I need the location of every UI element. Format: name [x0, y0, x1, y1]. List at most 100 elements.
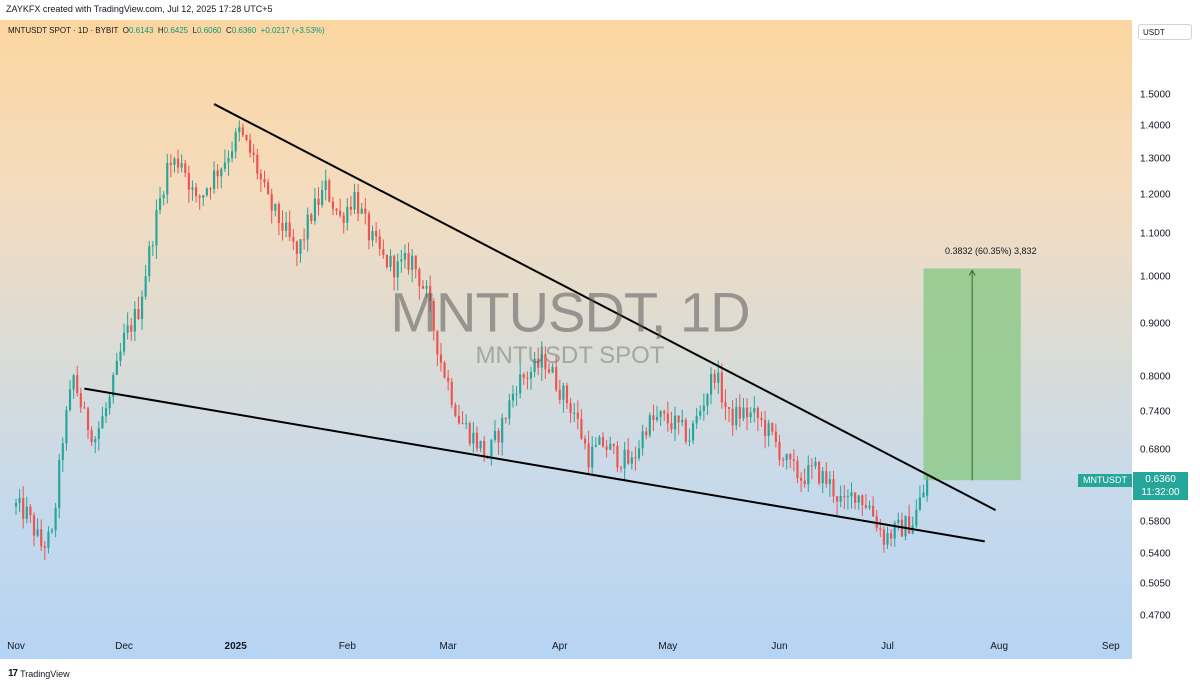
- tradingview-logo-text: TradingView: [20, 668, 70, 679]
- symbol-title[interactable]: MNTUSDT SPOT · 1D · BYBIT: [8, 26, 119, 35]
- ohlc-legend: MNTUSDT SPOT · 1D · BYBIT O0.6143 H0.642…: [8, 26, 325, 35]
- candle: [767, 419, 770, 447]
- candle: [854, 492, 857, 510]
- candle: [270, 188, 273, 224]
- candle: [706, 392, 709, 415]
- candle: [594, 437, 597, 448]
- candle: [792, 449, 795, 472]
- candle: [749, 407, 752, 424]
- candle: [277, 201, 280, 236]
- candlestick-chart[interactable]: [0, 20, 1132, 635]
- candle: [526, 371, 529, 390]
- candle: [529, 366, 533, 390]
- candle: [220, 167, 223, 189]
- candle: [281, 210, 284, 241]
- candle: [450, 377, 453, 409]
- candle: [699, 405, 702, 420]
- candle: [637, 440, 641, 461]
- footer: [0, 659, 1200, 685]
- candle: [493, 420, 497, 443]
- candle: [418, 267, 421, 300]
- candle: [90, 426, 93, 446]
- candle: [821, 466, 824, 494]
- candle: [918, 485, 922, 512]
- candle: [893, 520, 896, 547]
- candle: [101, 406, 104, 429]
- candle: [645, 427, 648, 440]
- candle: [771, 422, 774, 436]
- candle: [306, 207, 309, 252]
- candle: [818, 460, 821, 486]
- candle: [756, 405, 759, 432]
- candle: [112, 372, 115, 404]
- candle: [551, 363, 554, 374]
- candle: [378, 229, 381, 256]
- candle: [29, 504, 32, 524]
- candle: [194, 183, 198, 203]
- candle: [288, 210, 291, 242]
- candle: [890, 529, 893, 547]
- candle: [86, 406, 90, 440]
- candle: [14, 498, 18, 515]
- candle: [800, 472, 803, 493]
- candle: [414, 255, 417, 279]
- candle: [230, 141, 234, 163]
- candle: [774, 423, 777, 448]
- candle: [727, 406, 731, 422]
- high-value: 0.6425: [163, 26, 189, 35]
- candle: [601, 431, 605, 448]
- candle: [454, 402, 457, 418]
- candle: [349, 195, 353, 216]
- candle: [641, 424, 644, 456]
- candle: [36, 518, 39, 538]
- candle: [303, 228, 306, 250]
- candle: [598, 435, 601, 445]
- candle: [576, 400, 579, 430]
- candle: [328, 178, 331, 203]
- candle: [497, 427, 500, 456]
- candle: [789, 452, 792, 468]
- time-tick: May: [658, 641, 678, 652]
- candle: [400, 249, 403, 273]
- candle: [515, 385, 518, 406]
- candle: [490, 438, 493, 466]
- candle: [83, 401, 86, 409]
- candle: [403, 244, 407, 269]
- candle: [140, 290, 144, 330]
- candle: [130, 317, 133, 341]
- candle: [25, 496, 28, 524]
- candle: [396, 253, 399, 291]
- candle: [580, 409, 583, 440]
- candle: [32, 512, 36, 547]
- candle: [342, 212, 345, 234]
- price-axis[interactable]: [1132, 20, 1200, 659]
- candle: [119, 342, 122, 367]
- price-tick: 1.2000: [1140, 189, 1171, 201]
- currency-button[interactable]: USDT: [1138, 24, 1192, 40]
- time-tick: Feb: [338, 641, 356, 652]
- low-label: L: [192, 26, 198, 35]
- candle: [72, 373, 75, 399]
- candle: [519, 362, 522, 399]
- tradingview-logo[interactable]: 17 TradingView: [8, 668, 70, 679]
- candle: [425, 280, 428, 298]
- candle: [104, 402, 108, 424]
- candle: [922, 484, 925, 498]
- candle: [346, 198, 349, 231]
- candle: [465, 414, 468, 429]
- candle: [763, 410, 767, 449]
- candle: [97, 421, 100, 451]
- candle: [850, 482, 853, 509]
- tradingview-logo-icon: 17: [8, 668, 18, 679]
- candle: [468, 421, 471, 447]
- candle: [587, 430, 590, 475]
- candle: [915, 499, 918, 528]
- low-value: 0.6060: [197, 26, 222, 35]
- candle: [861, 493, 864, 516]
- candle: [886, 526, 889, 549]
- candle: [555, 356, 558, 392]
- candle: [94, 436, 97, 454]
- price-tick: 1.4000: [1140, 120, 1171, 132]
- candle: [22, 486, 25, 529]
- candle: [335, 207, 338, 216]
